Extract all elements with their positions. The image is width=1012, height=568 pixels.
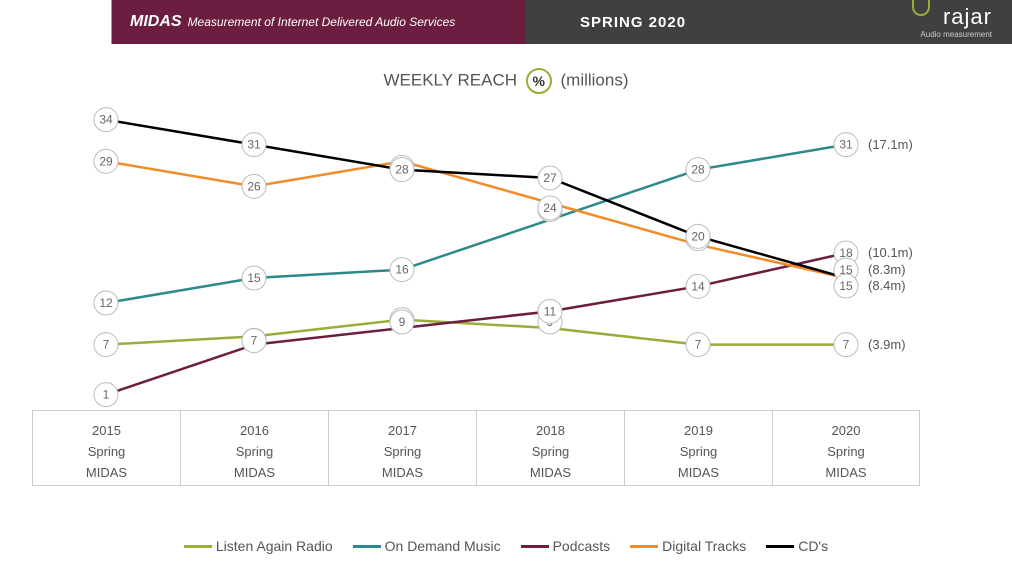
midas-subtitle: Measurement of Internet Delivered Audio … <box>188 15 456 29</box>
axis-season: Spring <box>181 442 328 463</box>
x-axis-category: 2020SpringMIDAS <box>772 410 920 486</box>
legend-swatch-icon <box>521 545 549 548</box>
data-point-label: 15 <box>839 279 853 293</box>
data-point-label: 27 <box>543 171 557 185</box>
legend-label: Digital Tracks <box>662 538 746 554</box>
data-point-label: 7 <box>103 338 110 352</box>
data-point-label: 1 <box>103 388 110 402</box>
legend-swatch-icon <box>766 545 794 548</box>
data-point-label: 7 <box>695 338 702 352</box>
axis-source: MIDAS <box>329 463 476 484</box>
season-label: SPRING 2020 <box>580 0 686 44</box>
data-point-label: 29 <box>99 154 113 168</box>
axis-year: 2017 <box>329 421 476 442</box>
legend-item: On Demand Music <box>353 538 501 554</box>
data-point-label: 24 <box>543 201 557 215</box>
axis-year: 2020 <box>773 421 919 442</box>
legend-item: CD's <box>766 538 828 554</box>
logo-subtext: Audio measurement <box>920 30 992 39</box>
data-point-label: 7 <box>251 334 258 348</box>
rajar-logo: rajar Audio measurement <box>920 4 992 39</box>
data-point-label: 11 <box>544 304 557 318</box>
axis-season: Spring <box>773 442 919 463</box>
series-line <box>106 161 846 278</box>
legend-swatch-icon <box>630 545 658 548</box>
series-end-label: (17.1m) <box>868 137 913 152</box>
legend-item: Digital Tracks <box>630 538 746 554</box>
x-axis-category: 2016SpringMIDAS <box>180 410 328 486</box>
axis-year: 2016 <box>181 421 328 442</box>
chart-title-prefix: WEEKLY REACH <box>384 70 518 89</box>
chart-area: 7810977121516222831179111418292629241915… <box>46 98 966 478</box>
data-point-label: 7 <box>843 338 850 352</box>
midas-block: MIDAS Measurement of Internet Delivered … <box>130 0 455 44</box>
chart-title-suffix: (millions) <box>561 70 629 89</box>
legend-item: Podcasts <box>521 538 611 554</box>
series-end-label: (3.9m) <box>868 337 906 352</box>
legend-label: CD's <box>798 538 828 554</box>
legend-item: Listen Again Radio <box>184 538 333 554</box>
percent-icon: % <box>526 68 552 94</box>
data-point-label: 26 <box>247 179 261 193</box>
line-chart: 7810977121516222831179111418292629241915… <box>46 98 986 408</box>
header-bar: MIDAS Measurement of Internet Delivered … <box>0 0 1012 44</box>
data-point-label: 28 <box>395 163 409 177</box>
series-end-label: (8.4m) <box>868 278 906 293</box>
axis-year: 2019 <box>625 421 772 442</box>
x-axis-category: 2017SpringMIDAS <box>328 410 476 486</box>
legend-swatch-icon <box>184 545 212 548</box>
midas-title: MIDAS <box>130 13 182 31</box>
chart-title: WEEKLY REACH % (millions) <box>0 68 1012 94</box>
data-point-label: 14 <box>691 279 705 293</box>
data-point-label: 12 <box>99 296 113 310</box>
series-end-label: (10.1m) <box>868 245 913 260</box>
data-point-label: 28 <box>691 163 705 177</box>
axis-season: Spring <box>33 442 180 463</box>
axis-year: 2015 <box>33 421 180 442</box>
legend-swatch-icon <box>353 545 381 548</box>
data-point-label: 16 <box>395 263 409 277</box>
data-point-label: 34 <box>99 113 113 127</box>
legend: Listen Again Radio On Demand Music Podcast… <box>0 535 1012 555</box>
data-point-label: 15 <box>247 271 261 285</box>
data-point-label: 9 <box>399 315 406 329</box>
legend-label: Listen Again Radio <box>216 538 333 554</box>
axis-source: MIDAS <box>625 463 772 484</box>
x-axis-category: 2018SpringMIDAS <box>476 410 624 486</box>
series-line <box>106 320 846 345</box>
axis-season: Spring <box>477 442 624 463</box>
axis-source: MIDAS <box>33 463 180 484</box>
axis-season: Spring <box>625 442 772 463</box>
legend-label: On Demand Music <box>385 538 501 554</box>
axis-source: MIDAS <box>181 463 328 484</box>
axis-year: 2018 <box>477 421 624 442</box>
data-point-label: 31 <box>247 138 261 152</box>
x-axis-category: 2015SpringMIDAS <box>32 410 180 486</box>
logo-text: rajar <box>920 4 992 30</box>
data-point-label: 31 <box>839 138 853 152</box>
legend-label: Podcasts <box>553 538 611 554</box>
axis-source: MIDAS <box>477 463 624 484</box>
axis-season: Spring <box>329 442 476 463</box>
x-axis-category: 2019SpringMIDAS <box>624 410 772 486</box>
axis-source: MIDAS <box>773 463 919 484</box>
series-end-label: (8.3m) <box>868 262 906 277</box>
data-point-label: 20 <box>691 229 705 243</box>
